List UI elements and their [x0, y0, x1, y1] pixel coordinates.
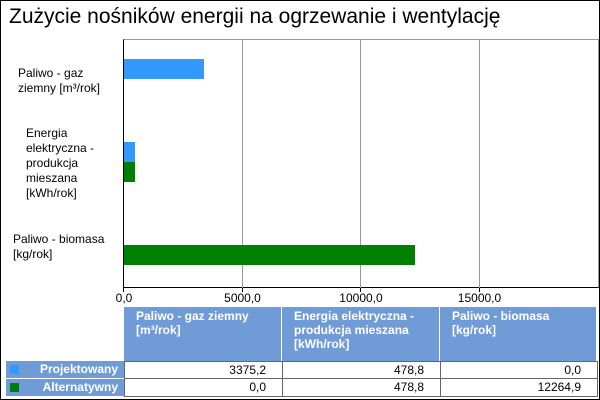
category-label-box: Paliwo - gaz ziemny [m³/rok] — [18, 31, 118, 131]
table-header: Energia elektryczna - produkcja mieszana… — [282, 307, 440, 361]
table-cell: 0,0 — [440, 361, 598, 379]
x-tick-label: 15000,0 — [457, 291, 502, 305]
legend-swatch — [10, 383, 19, 392]
x-tick-label: 0,0 — [115, 291, 133, 305]
table-header: Paliwo - biomasa [kg/rok] — [440, 307, 597, 361]
plot-area — [123, 39, 599, 288]
table-cell: 12264,9 — [440, 378, 598, 397]
legend-entry: Alternatywny — [6, 379, 124, 397]
grid-line — [241, 39, 243, 288]
y-tick-label: Paliwo - gaz ziemny [m³/rok] — [18, 65, 101, 95]
table-cell: 3375,2 — [124, 361, 283, 379]
tick-mark — [123, 288, 124, 292]
bar — [124, 58, 204, 79]
table-cell: 0,0 — [124, 378, 283, 397]
tick-mark — [241, 288, 243, 292]
grid-line — [360, 39, 361, 288]
tick-mark — [478, 288, 480, 292]
table-cell: 478,8 — [282, 361, 441, 379]
y-tick-label: Paliwo - biomasa [kg/rok] — [13, 231, 105, 261]
tick-mark — [360, 288, 361, 292]
table-header: Paliwo - gaz ziemny [m³/rok] — [124, 307, 282, 361]
bar — [124, 244, 415, 265]
legend-swatch — [10, 365, 19, 374]
grid-line — [478, 39, 480, 288]
category-label-box: Energia elektryczna - produkcja mieszana… — [26, 114, 108, 214]
bar — [124, 141, 136, 162]
y-tick-label: Energia elektryczna - produkcja mieszana… — [26, 126, 95, 200]
table-header-blank — [6, 307, 124, 361]
bar — [124, 161, 136, 182]
chart-title: Zużycie nośników energii na ogrzewanie i… — [9, 5, 501, 28]
table-cell: 478,8 — [282, 378, 441, 397]
category-label-box: Paliwo - biomasa [kg/rok] — [13, 197, 118, 297]
x-tick-label: 10000,0 — [339, 291, 383, 305]
x-tick-label: 5000,0 — [224, 291, 261, 305]
legend-entry: Projektowany — [6, 361, 124, 379]
